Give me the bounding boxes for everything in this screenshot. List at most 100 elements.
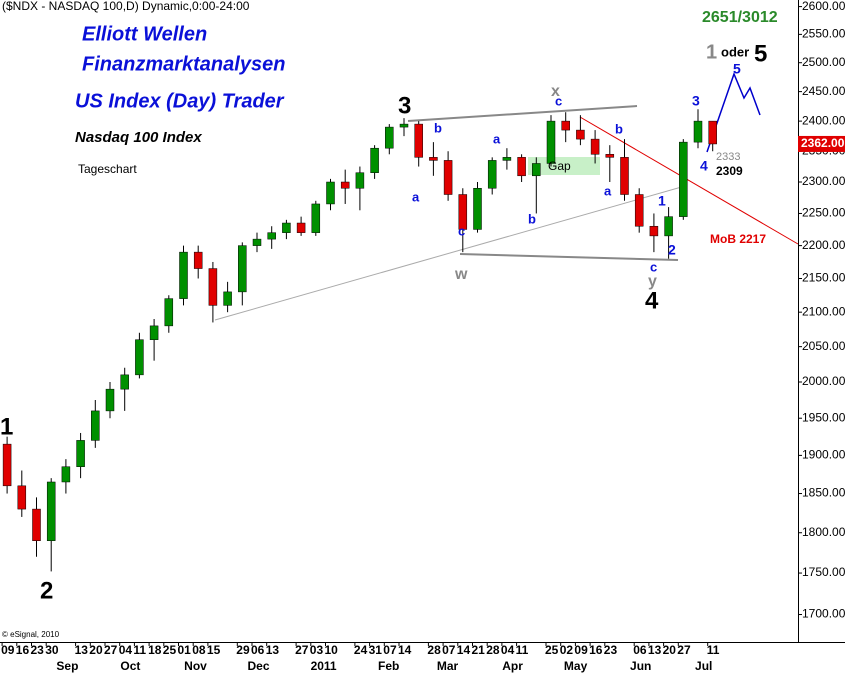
y-tick-label: 2500.00 <box>802 55 845 69</box>
x-tick-label: 14 <box>457 643 471 657</box>
annotation: Gap <box>548 159 571 173</box>
x-tick-label: 15 <box>207 643 221 657</box>
x-tick-label: 28 <box>486 643 500 657</box>
x-tick-label: 09 <box>574 643 588 657</box>
annotation: Tageschart <box>78 162 137 176</box>
month-label: Oct <box>120 659 140 673</box>
candle-body <box>708 120 717 145</box>
candle-body <box>355 172 365 189</box>
annotation: a <box>604 183 612 198</box>
x-tick-label: 04 <box>501 643 515 657</box>
month-label: Sep <box>56 659 78 673</box>
candle-body <box>649 225 659 237</box>
candle-body <box>546 120 556 164</box>
candle-body <box>46 481 56 541</box>
trend-line <box>579 116 799 245</box>
annotation: 5 <box>754 40 767 67</box>
candle-body <box>223 291 232 306</box>
annotation: 2 <box>668 242 676 258</box>
x-tick-label: 27 <box>295 643 309 657</box>
candle-body <box>208 268 218 306</box>
x-tick-label: 11 <box>707 643 720 657</box>
candle-body <box>238 245 247 293</box>
candle-body <box>443 160 453 195</box>
y-tick-label: 1950.00 <box>802 410 845 424</box>
y-tick-label: 1700.00 <box>802 607 845 621</box>
annotation: y <box>648 273 657 290</box>
candle-body <box>311 203 321 233</box>
chart-title: ($NDX - NASDAQ 100,D) Dynamic,0:00-24:00 <box>2 0 250 13</box>
x-tick-label: 07 <box>442 643 456 657</box>
x-tick-label: 25 <box>545 643 559 657</box>
candle-body <box>502 157 512 161</box>
x-tick-label: 03 <box>310 643 324 657</box>
x-tick-label: 25 <box>163 643 177 657</box>
x-tick-label: 13 <box>648 643 662 657</box>
annotation: US Index (Day) Trader <box>75 90 285 112</box>
annotation: 3 <box>692 93 700 109</box>
candle-body <box>385 126 394 149</box>
x-tick-label: 06 <box>633 643 647 657</box>
month-label: Jul <box>695 659 712 673</box>
candle-body <box>91 410 100 441</box>
annotation: 2309 <box>716 164 743 178</box>
candle-body <box>164 298 174 327</box>
candle-body <box>17 485 27 510</box>
x-tick-label: 06 <box>251 643 265 657</box>
annotation: 2651/3012 <box>702 9 778 26</box>
trend-line <box>459 253 679 261</box>
candle-body <box>61 466 71 483</box>
candle-body <box>693 120 703 143</box>
annotation: c <box>458 223 465 238</box>
candle-body <box>193 251 203 269</box>
annotation: 5 <box>733 61 741 77</box>
candle-body <box>105 388 115 412</box>
annotation: © eSignal, 2010 <box>2 630 60 639</box>
candle-body <box>252 238 262 246</box>
x-tick-label: 07 <box>383 643 397 657</box>
month-label: 2011 <box>311 659 337 673</box>
candle-body <box>429 157 438 161</box>
candle-body <box>370 147 379 173</box>
x-tick-label: 20 <box>89 643 103 657</box>
x-tick-label: 31 <box>369 643 383 657</box>
y-tick-label: 1800.00 <box>802 525 845 539</box>
candle-body <box>679 141 688 217</box>
x-tick-label: 29 <box>236 643 250 657</box>
annotation: 1 <box>658 193 666 209</box>
annotation: a <box>493 131 501 146</box>
x-tick-label: 13 <box>266 643 280 657</box>
y-tick-label: 2050.00 <box>802 339 845 353</box>
projection-path <box>706 71 761 153</box>
last-price-box <box>798 135 845 152</box>
candle-body <box>414 123 423 158</box>
x-tick-label: 27 <box>677 643 691 657</box>
annotation: 3 <box>398 92 411 119</box>
x-tick-label: 18 <box>148 643 162 657</box>
annotation: Elliott Wellen <box>82 23 207 45</box>
y-tick-label: 2200.00 <box>802 238 845 252</box>
x-tick-label: 20 <box>663 643 677 657</box>
x-tick-label: 11 <box>516 643 529 657</box>
candle-body <box>32 508 41 541</box>
x-tick-label: 23 <box>31 643 45 657</box>
y-tick-label: 2100.00 <box>802 304 845 318</box>
candle-body <box>282 222 291 233</box>
x-tick-label: 11 <box>133 643 146 657</box>
y-tick-label: 2150.00 <box>802 271 845 285</box>
x-tick-label: 23 <box>604 643 618 657</box>
annotation: b <box>434 120 442 135</box>
x-tick-label: 13 <box>75 643 89 657</box>
y-tick-label: 1750.00 <box>802 565 845 579</box>
annotation: w <box>454 266 468 283</box>
candle-body <box>120 374 129 390</box>
x-tick-label: 02 <box>560 643 574 657</box>
candle-body <box>296 222 306 233</box>
candle-body <box>340 181 350 189</box>
month-label: Dec <box>247 659 269 673</box>
annotation: 1 <box>0 413 13 440</box>
x-tick-label: 16 <box>16 643 30 657</box>
x-tick-label: 27 <box>104 643 118 657</box>
